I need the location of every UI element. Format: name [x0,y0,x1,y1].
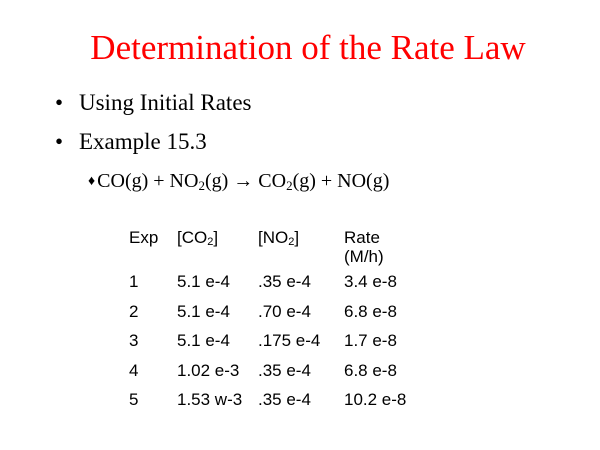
cell-exp: 5 [129,390,139,409]
cell-co2: 1.53 w-3 [177,390,243,409]
bullet-using-initial-rates: • Using Initial Rates [55,90,251,116]
header-no2-open: [NO [258,228,289,247]
subscript: 2 [286,178,293,193]
cell-co2: 1.02 e-3 [177,361,240,380]
cell-exp: 3 [129,331,139,350]
header-rate-unit: (M/h) [344,247,384,266]
subscript: 2 [198,178,205,193]
cell-rate: 1.7 e-8 [344,331,397,350]
reactant-state: (g) [204,170,234,192]
header-co2-open: [CO [177,228,208,247]
cell-no2: .35 e-4 [258,390,311,409]
reaction-arrow-icon: → [233,170,254,192]
product-state: (g) + NO(g) [292,170,390,192]
product-text: CO [253,170,287,192]
bullet-text: Using Initial Rates [79,90,252,115]
cell-no2: .35 e-4 [258,361,311,380]
cell-rate: 3.4 e-8 [344,272,397,291]
slide-title: Determination of the Rate Law [90,28,526,67]
cell-co2: 5.1 e-4 [177,302,230,321]
cell-rate: 6.8 e-8 [344,361,397,380]
cell-rate: 10.2 e-8 [344,390,407,409]
diamond-bullet-icon: ♦ [88,174,96,189]
header-no2-close: ] [294,228,300,247]
cell-co2: 5.1 e-4 [177,331,230,350]
bullet-dot: • [55,129,64,154]
cell-co2: 5.1 e-4 [177,272,230,291]
cell-rate: 6.8 e-8 [344,302,397,321]
header-exp: Exp [129,228,159,247]
bullet-text: Example 15.3 [79,129,207,154]
cell-exp: 1 [129,272,139,291]
bullet-example: • Example 15.3 [55,129,207,155]
cell-exp: 4 [129,361,139,380]
bullet-dot: • [55,90,64,115]
cell-exp: 2 [129,302,139,321]
header-no2-sub: 2 [288,236,295,248]
header-rate: Rate [344,228,380,247]
cell-no2: .35 e-4 [258,272,311,291]
header-co2: [CO2] [177,228,218,248]
cell-no2: .70 e-4 [258,302,311,321]
header-co2-close: ] [213,228,219,247]
reaction-equation: ♦ CO(g) + NO2(g) → CO2(g) + NO(g) [88,170,389,193]
header-co2-sub: 2 [207,236,214,248]
reactant-text: CO(g) + NO [97,170,199,192]
header-no2: [NO2] [258,228,299,248]
cell-no2: .175 e-4 [258,331,321,350]
